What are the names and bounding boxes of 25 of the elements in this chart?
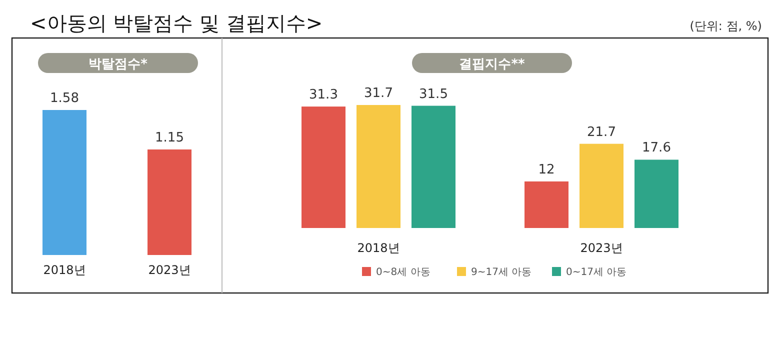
bar [356,105,400,228]
data-label: 1.58 [50,91,79,106]
data-label: 1.15 [155,130,184,146]
bar [524,181,568,228]
x-tick-label: 2023년 [148,263,191,277]
legend-label: 9~17세 아동 [471,267,532,278]
data-label: 17.6 [642,140,671,156]
x-tick-label: 2018년 [357,241,400,255]
data-label: 21.7 [587,124,616,140]
x-tick-label: 2018년 [43,263,86,277]
bar [412,106,456,228]
bar [580,144,624,228]
x-tick-label: 2023년 [580,241,623,255]
legend-label: 0~8세 아동 [376,267,430,278]
chart-title: 결핍지수** [459,57,525,72]
bar [634,160,678,228]
bar [302,106,346,228]
data-label: 31.7 [364,86,393,101]
text: (단위: 점, %) [690,19,762,33]
chart-title: <아동의 박탈점수 및 결핍지수> [30,11,323,35]
data-label: 31.5 [419,86,448,102]
chart-subtitle: 박탈점수* [88,57,148,72]
data-label: 31.3 [309,88,338,103]
legend-label: 0~17세 아동 [566,267,627,278]
data-label: 12 [538,162,555,178]
